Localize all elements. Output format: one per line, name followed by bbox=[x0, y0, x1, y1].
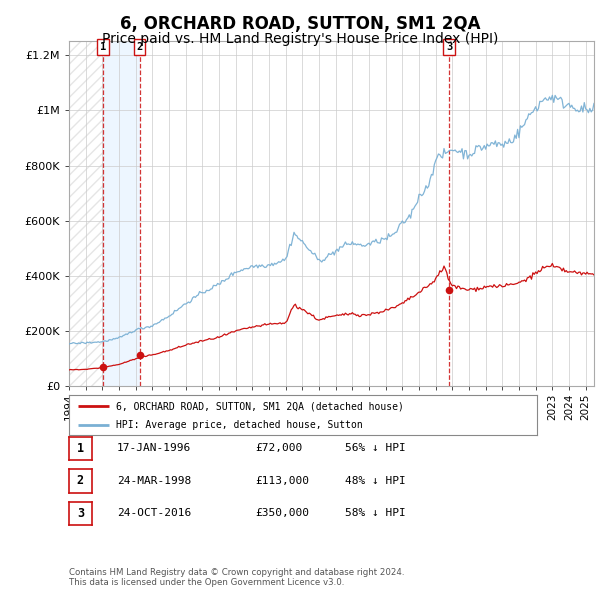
Text: 1: 1 bbox=[77, 442, 84, 455]
Text: 24-OCT-2016: 24-OCT-2016 bbox=[117, 509, 191, 518]
Text: 2: 2 bbox=[77, 474, 84, 487]
Text: Price paid vs. HM Land Registry's House Price Index (HPI): Price paid vs. HM Land Registry's House … bbox=[102, 32, 498, 47]
Text: 2: 2 bbox=[136, 42, 143, 52]
Text: 6, ORCHARD ROAD, SUTTON, SM1 2QA: 6, ORCHARD ROAD, SUTTON, SM1 2QA bbox=[120, 15, 480, 33]
Text: 17-JAN-1996: 17-JAN-1996 bbox=[117, 444, 191, 453]
Bar bbox=[103, 41, 140, 386]
Text: 3: 3 bbox=[446, 42, 452, 52]
Text: £350,000: £350,000 bbox=[255, 509, 309, 518]
Text: HPI: Average price, detached house, Sutton: HPI: Average price, detached house, Sutt… bbox=[116, 419, 362, 430]
Text: 24-MAR-1998: 24-MAR-1998 bbox=[117, 476, 191, 486]
Text: Contains HM Land Registry data © Crown copyright and database right 2024.
This d: Contains HM Land Registry data © Crown c… bbox=[69, 568, 404, 587]
Text: 3: 3 bbox=[77, 507, 84, 520]
Text: 6, ORCHARD ROAD, SUTTON, SM1 2QA (detached house): 6, ORCHARD ROAD, SUTTON, SM1 2QA (detach… bbox=[116, 402, 404, 412]
Bar bbox=[69, 41, 103, 386]
Text: 58% ↓ HPI: 58% ↓ HPI bbox=[345, 509, 406, 518]
Text: £72,000: £72,000 bbox=[255, 444, 302, 453]
Text: 1: 1 bbox=[100, 42, 106, 52]
Text: 56% ↓ HPI: 56% ↓ HPI bbox=[345, 444, 406, 453]
Text: 48% ↓ HPI: 48% ↓ HPI bbox=[345, 476, 406, 486]
Text: £113,000: £113,000 bbox=[255, 476, 309, 486]
